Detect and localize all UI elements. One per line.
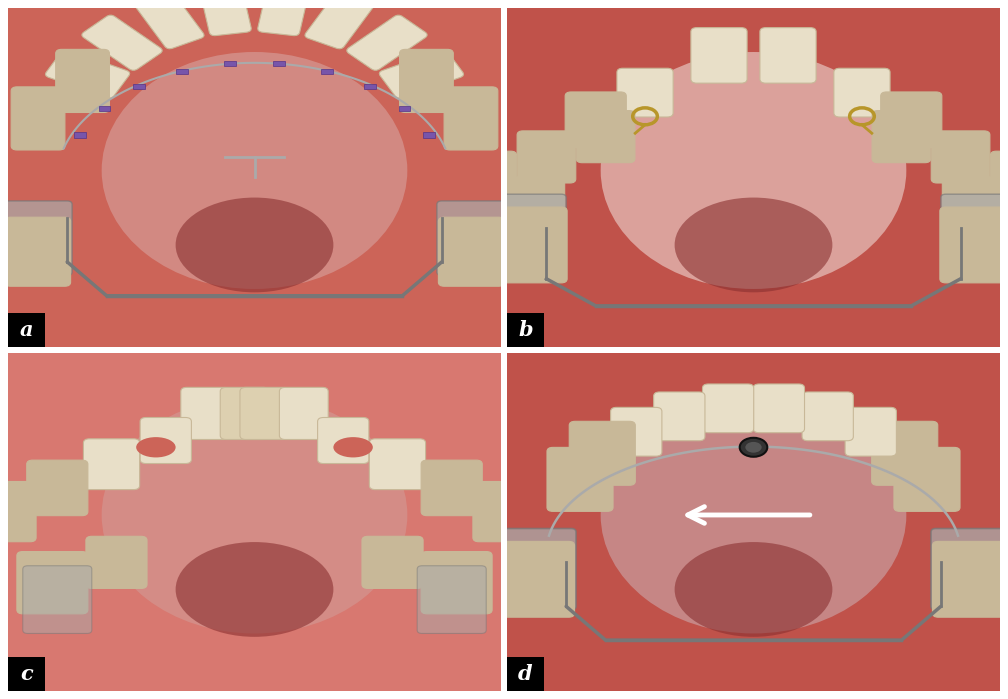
FancyBboxPatch shape <box>82 15 162 71</box>
Text: b: b <box>518 319 533 340</box>
FancyBboxPatch shape <box>942 177 1008 259</box>
FancyBboxPatch shape <box>220 387 269 440</box>
FancyBboxPatch shape <box>347 15 427 71</box>
Bar <box>507 312 544 347</box>
Bar <box>8 657 45 691</box>
Ellipse shape <box>601 52 906 289</box>
FancyBboxPatch shape <box>417 565 486 633</box>
Bar <box>273 61 285 66</box>
FancyBboxPatch shape <box>379 50 464 98</box>
FancyBboxPatch shape <box>570 421 635 485</box>
FancyBboxPatch shape <box>496 207 568 283</box>
FancyBboxPatch shape <box>517 131 576 183</box>
FancyBboxPatch shape <box>369 439 425 489</box>
Text: d: d <box>518 664 533 684</box>
Ellipse shape <box>674 198 833 292</box>
Ellipse shape <box>102 396 407 633</box>
FancyBboxPatch shape <box>690 28 747 83</box>
FancyBboxPatch shape <box>438 217 504 287</box>
FancyBboxPatch shape <box>703 384 754 433</box>
FancyBboxPatch shape <box>932 542 1008 617</box>
FancyBboxPatch shape <box>497 194 566 275</box>
FancyBboxPatch shape <box>84 439 140 489</box>
FancyBboxPatch shape <box>5 217 71 287</box>
FancyBboxPatch shape <box>23 565 92 633</box>
Ellipse shape <box>175 198 334 292</box>
FancyBboxPatch shape <box>547 447 613 512</box>
FancyBboxPatch shape <box>489 177 564 259</box>
Text: a: a <box>20 319 33 340</box>
Bar <box>224 61 236 66</box>
FancyBboxPatch shape <box>436 201 506 275</box>
FancyBboxPatch shape <box>45 50 130 98</box>
FancyBboxPatch shape <box>421 460 482 516</box>
Ellipse shape <box>102 52 407 289</box>
FancyBboxPatch shape <box>802 392 854 441</box>
FancyBboxPatch shape <box>473 482 539 542</box>
FancyBboxPatch shape <box>445 87 498 150</box>
FancyBboxPatch shape <box>200 0 251 36</box>
FancyBboxPatch shape <box>17 552 88 614</box>
Bar <box>133 85 145 89</box>
FancyBboxPatch shape <box>140 417 192 463</box>
FancyBboxPatch shape <box>180 387 230 440</box>
Bar <box>422 132 434 138</box>
FancyBboxPatch shape <box>279 387 329 440</box>
FancyBboxPatch shape <box>318 417 369 463</box>
FancyBboxPatch shape <box>135 0 204 49</box>
Ellipse shape <box>136 437 175 457</box>
Ellipse shape <box>175 542 334 637</box>
FancyBboxPatch shape <box>258 0 309 36</box>
FancyBboxPatch shape <box>611 408 662 456</box>
Ellipse shape <box>601 396 906 633</box>
Bar <box>322 69 333 74</box>
FancyBboxPatch shape <box>653 392 705 441</box>
FancyBboxPatch shape <box>845 408 896 456</box>
Ellipse shape <box>674 542 833 637</box>
FancyBboxPatch shape <box>894 447 960 512</box>
FancyBboxPatch shape <box>421 552 492 614</box>
FancyBboxPatch shape <box>565 92 626 147</box>
FancyBboxPatch shape <box>11 87 65 150</box>
FancyBboxPatch shape <box>27 460 88 516</box>
FancyBboxPatch shape <box>931 131 990 183</box>
FancyBboxPatch shape <box>881 92 941 147</box>
FancyBboxPatch shape <box>0 482 36 542</box>
Bar <box>364 85 376 89</box>
FancyBboxPatch shape <box>872 421 937 485</box>
FancyBboxPatch shape <box>240 387 288 440</box>
FancyBboxPatch shape <box>458 151 517 203</box>
Circle shape <box>745 441 762 454</box>
Circle shape <box>740 438 767 456</box>
FancyBboxPatch shape <box>499 542 575 617</box>
FancyBboxPatch shape <box>497 528 576 610</box>
Text: c: c <box>20 664 33 684</box>
Bar <box>176 69 187 74</box>
FancyBboxPatch shape <box>991 151 1008 203</box>
FancyBboxPatch shape <box>939 207 1008 283</box>
FancyBboxPatch shape <box>834 69 890 117</box>
FancyBboxPatch shape <box>86 536 147 589</box>
Bar <box>99 106 111 111</box>
Bar <box>507 657 544 691</box>
FancyBboxPatch shape <box>305 0 374 49</box>
FancyBboxPatch shape <box>617 69 673 117</box>
Bar <box>8 312 45 347</box>
FancyBboxPatch shape <box>55 50 110 113</box>
FancyBboxPatch shape <box>577 110 635 163</box>
FancyBboxPatch shape <box>760 28 816 83</box>
Bar <box>398 106 410 111</box>
Ellipse shape <box>334 437 373 457</box>
FancyBboxPatch shape <box>3 201 73 275</box>
FancyBboxPatch shape <box>940 194 1008 275</box>
FancyBboxPatch shape <box>872 110 930 163</box>
FancyBboxPatch shape <box>753 384 804 433</box>
FancyBboxPatch shape <box>399 50 454 113</box>
Bar <box>75 132 87 138</box>
FancyBboxPatch shape <box>362 536 423 589</box>
FancyBboxPatch shape <box>931 528 1008 610</box>
